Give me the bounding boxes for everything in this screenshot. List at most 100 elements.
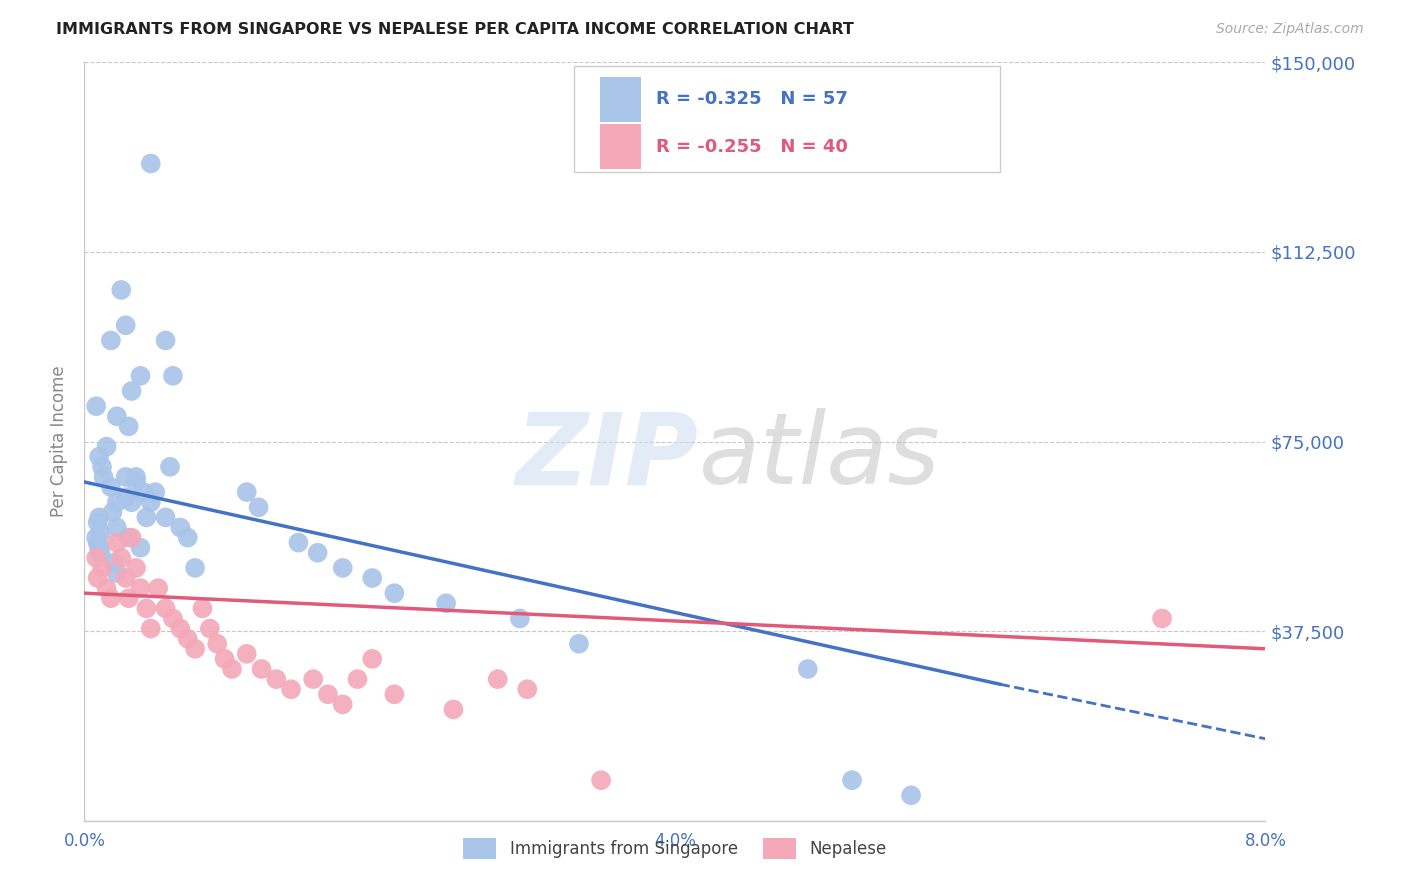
Point [162,611,184,625]
Point [87,541,111,555]
Point [155,601,177,615]
Point [105,409,128,424]
Point [214,652,236,666]
Point [86,516,108,530]
Point [100,480,122,494]
Point [125,475,148,489]
Point [346,672,368,686]
Point [87,450,111,464]
Point [434,596,457,610]
Point [143,485,166,500]
Point [129,581,152,595]
Point [302,672,325,686]
Point [221,662,243,676]
Text: ZIP: ZIP [516,409,699,505]
Point [114,571,136,585]
Point [900,789,922,803]
Point [90,546,112,560]
Point [207,637,229,651]
Point [96,440,118,454]
FancyBboxPatch shape [575,66,1000,172]
Point [516,682,538,697]
Point [135,510,157,524]
Point [235,647,259,661]
Point [307,546,329,560]
Point [93,470,115,484]
Point [169,520,191,534]
Point [287,535,309,549]
Point [316,687,339,701]
Point [264,672,288,686]
Point [250,662,273,676]
Point [159,459,181,474]
Point [129,541,152,555]
Point [135,601,157,615]
Point [139,622,162,636]
Point [184,561,207,575]
Point [332,698,354,712]
Y-axis label: Per Capita Income: Per Capita Income [51,366,69,517]
Point [91,459,114,474]
Point [114,318,136,333]
Text: IMMIGRANTS FROM SINGAPORE VS NEPALESE PER CAPITA INCOME CORRELATION CHART: IMMIGRANTS FROM SINGAPORE VS NEPALESE PE… [56,22,853,37]
Point [121,384,143,398]
Point [443,702,465,716]
FancyBboxPatch shape [600,124,641,169]
Point [86,535,108,549]
Point [84,399,107,413]
Point [84,550,107,565]
Point [198,622,221,636]
Point [509,611,531,625]
Point [100,334,122,348]
Point [384,687,406,701]
Point [105,495,128,509]
Point [235,485,259,500]
Point [110,283,132,297]
Point [155,510,177,524]
Point [148,581,170,595]
Point [118,591,141,606]
Point [105,566,128,580]
Point [591,773,613,788]
Point [125,561,148,575]
Point [155,334,177,348]
Legend: Immigrants from Singapore, Nepalese: Immigrants from Singapore, Nepalese [457,831,893,865]
Point [132,485,155,500]
Point [247,500,270,515]
Point [118,531,141,545]
Point [121,531,143,545]
Point [90,525,112,540]
Point [105,535,128,549]
Point [129,368,152,383]
Point [191,601,214,615]
Point [797,662,820,676]
Point [162,368,184,383]
Point [125,470,148,484]
Point [568,637,591,651]
Point [486,672,509,686]
Text: atlas: atlas [699,409,941,505]
Point [361,571,384,585]
Point [184,641,207,656]
Point [121,495,143,509]
Point [118,419,141,434]
Point [84,531,107,545]
Point [86,571,108,585]
Point [91,561,114,575]
Point [1150,611,1173,625]
Point [114,490,136,504]
Point [332,561,354,575]
Point [96,581,118,595]
Point [139,156,162,170]
Point [105,520,128,534]
Text: R = -0.325   N = 57: R = -0.325 N = 57 [657,90,848,108]
Point [384,586,406,600]
Point [103,556,125,570]
Point [841,773,863,788]
Point [177,531,200,545]
Text: Source: ZipAtlas.com: Source: ZipAtlas.com [1216,22,1364,37]
Point [110,550,132,565]
Point [169,622,191,636]
Point [139,495,162,509]
Text: R = -0.255   N = 40: R = -0.255 N = 40 [657,137,848,155]
